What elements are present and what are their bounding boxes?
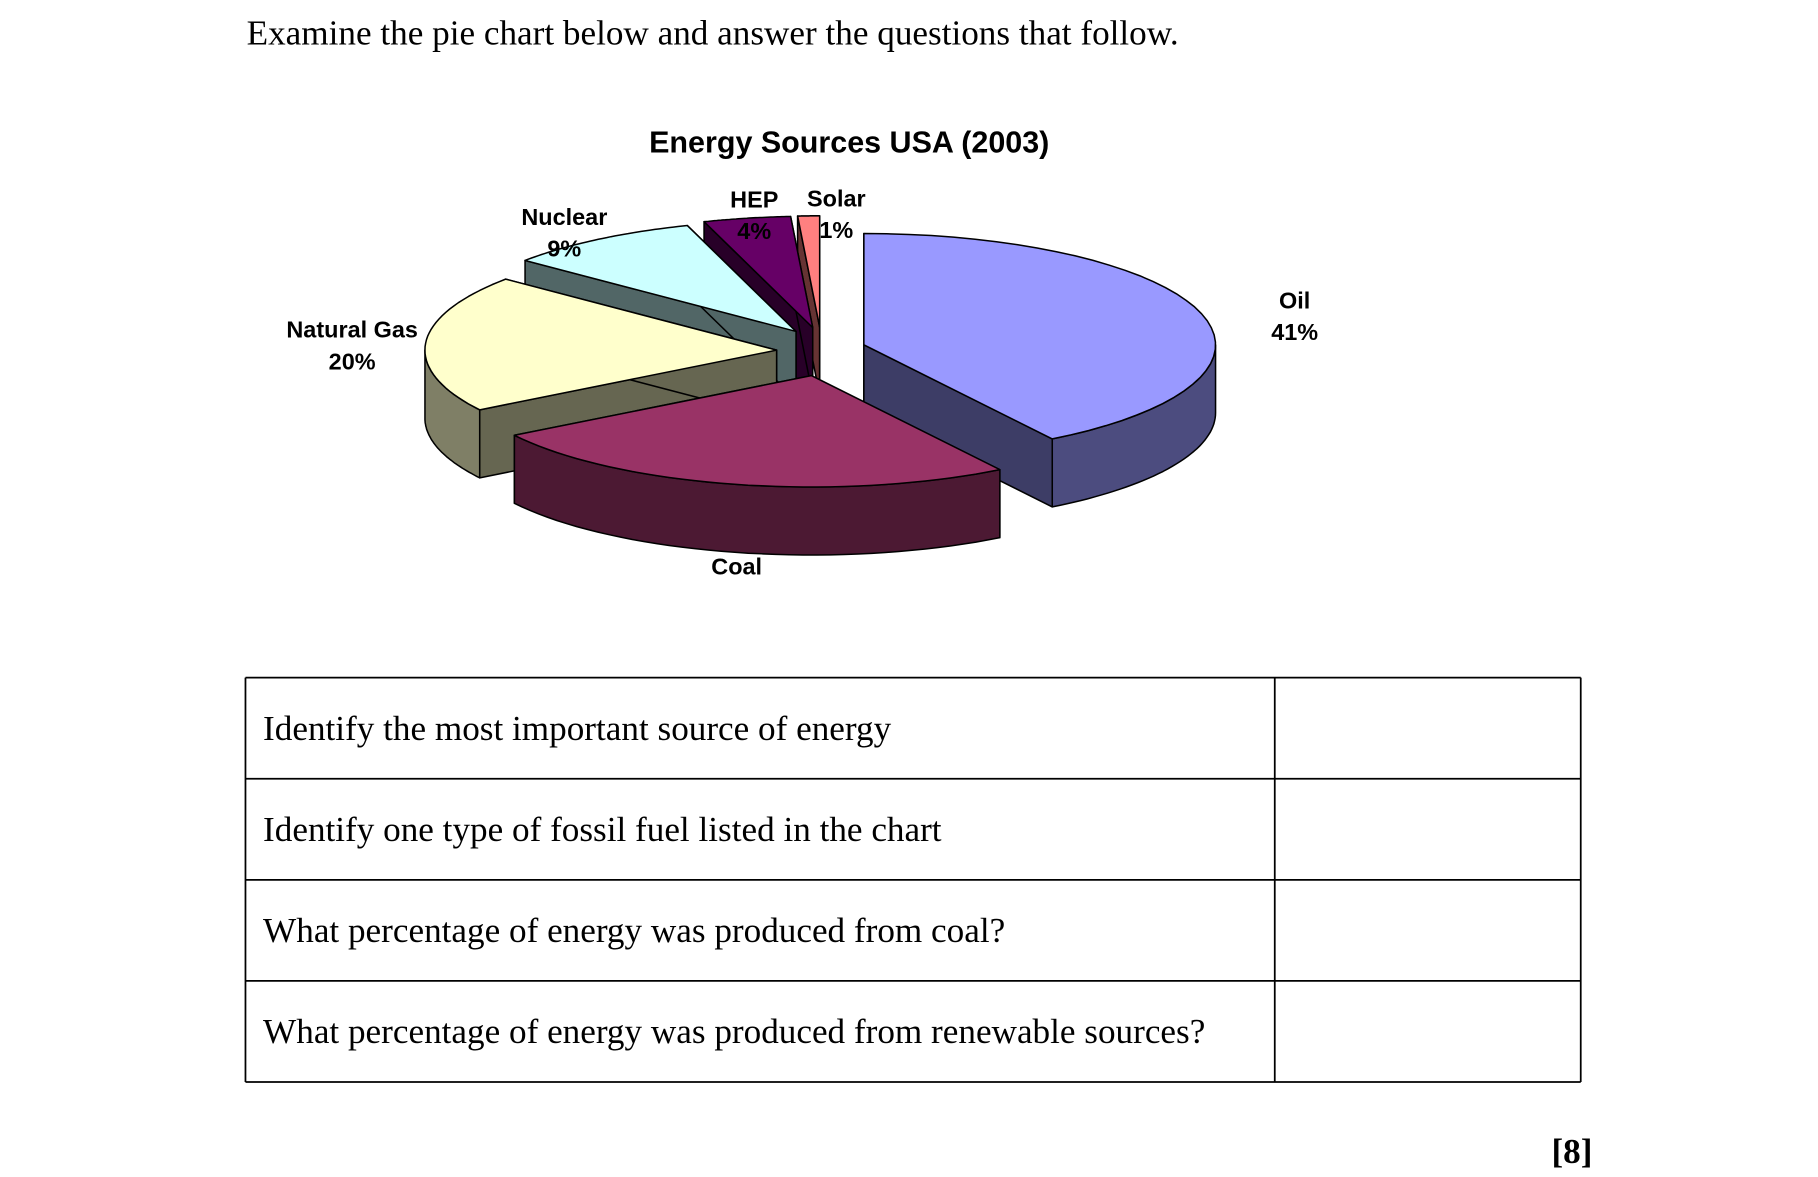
question: Identify the most important source of en…	[263, 709, 892, 748]
slice	[863, 232, 1217, 440]
slice	[796, 215, 821, 328]
value-label: 9%	[547, 236, 581, 262]
marks: [8]	[1551, 1132, 1592, 1171]
question: What percentage of energy was produced f…	[263, 1012, 1205, 1051]
value-label: 1%	[819, 217, 853, 243]
instruction: Examine the pie chart below and answer t…	[247, 14, 1179, 53]
question: What percentage of energy was produced f…	[263, 911, 1005, 950]
slice-label: HEP	[730, 186, 778, 212]
slice-label: Natural Gas	[286, 317, 418, 343]
value-label: 20%	[329, 348, 376, 374]
pie: Oil 41% Coal Natural Gas 20% Nuclear 9% HEP 4% So…	[286, 185, 1318, 579]
slice-label: Coal	[711, 553, 762, 579]
slice	[703, 215, 814, 329]
slice-label: Nuclear	[521, 204, 607, 230]
slice-label: Oil	[1279, 287, 1310, 313]
slice	[424, 278, 778, 411]
value-label: 4%	[737, 218, 771, 244]
slice-label: Solar	[807, 185, 866, 211]
question: Identify one type of fossil fuel listed …	[263, 810, 942, 849]
chart-title: Energy Sources USA (2003)	[649, 125, 1049, 159]
slice	[513, 374, 1001, 488]
slice	[524, 224, 797, 333]
question-table: Identify the most important source of en…	[244, 676, 1582, 1083]
value-label: 41%	[1271, 319, 1318, 345]
